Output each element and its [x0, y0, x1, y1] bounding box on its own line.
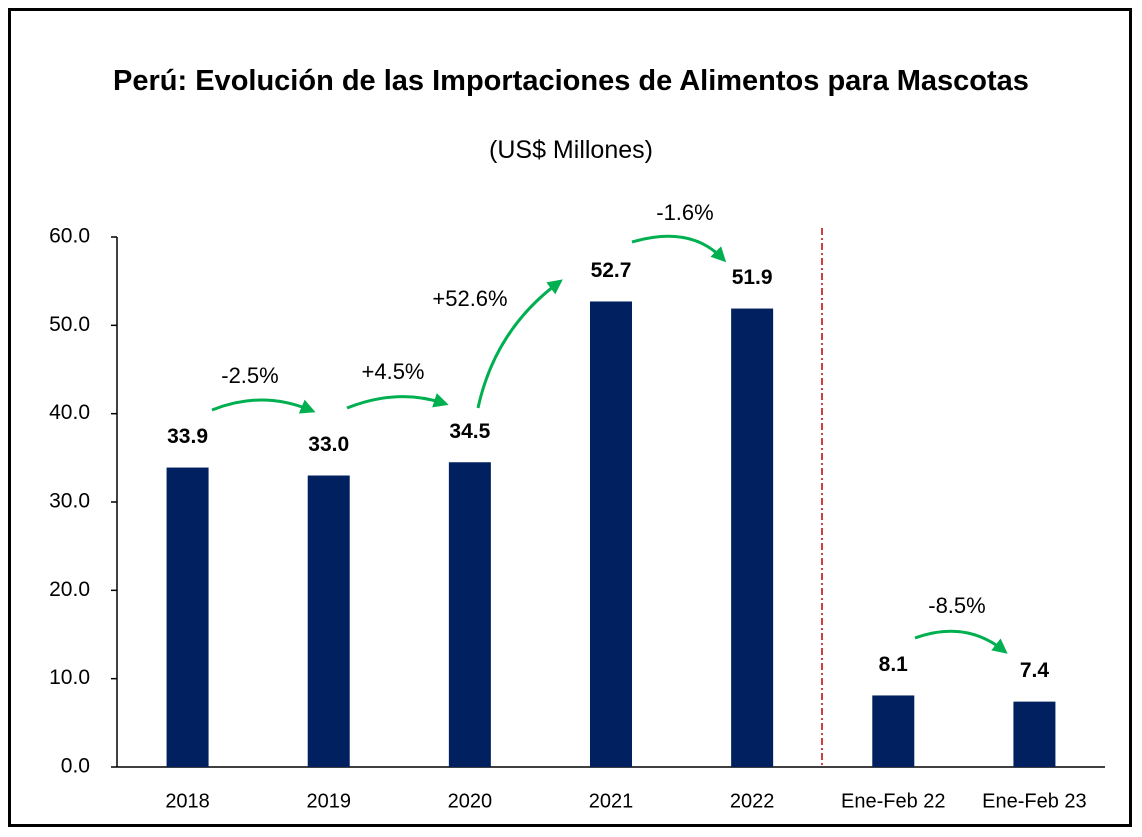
change-arrow	[211, 398, 316, 414]
change-arrow	[631, 234, 727, 263]
chart-subtitle: (US$ Millones)	[489, 136, 653, 164]
annotation: +4.5%	[362, 359, 425, 384]
chart-title: Perú: Evolución de las Importaciones de …	[113, 65, 1029, 97]
data-label: 33.0	[308, 433, 349, 456]
data-label: 51.9	[732, 266, 773, 289]
y-tick-label: 50.0	[49, 313, 90, 336]
x-tick-label: 2019	[306, 790, 351, 812]
data-label: 34.5	[449, 420, 490, 443]
change-arrow	[476, 279, 563, 409]
x-tick-label: 2020	[448, 790, 493, 812]
bar	[1013, 701, 1056, 767]
y-tick-label: 40.0	[49, 401, 90, 424]
annotation: +52.6%	[432, 286, 507, 311]
bar	[166, 467, 209, 767]
x-tick-label: 2022	[730, 790, 775, 812]
change-arrow	[346, 393, 449, 410]
data-label: 8.1	[879, 653, 909, 676]
bar	[872, 695, 915, 767]
data-label: 33.9	[167, 425, 208, 448]
x-tick-label: 2021	[589, 790, 634, 812]
y-tick-label: 20.0	[49, 578, 90, 601]
bar	[731, 308, 774, 767]
y-tick-label: 30.0	[49, 490, 90, 513]
x-tick-label: Ene-Feb 23	[982, 790, 1087, 812]
annotation: -2.5%	[221, 363, 278, 388]
bar	[307, 475, 350, 767]
y-tick-label: 10.0	[49, 666, 90, 689]
bar	[590, 301, 632, 767]
y-tick-label: 60.0	[49, 225, 90, 248]
annotation: -1.6%	[656, 200, 713, 225]
data-label: 7.4	[1020, 659, 1050, 682]
bar	[448, 462, 491, 767]
y-tick-label: 0.0	[61, 755, 90, 778]
x-tick-label: 2018	[165, 790, 210, 812]
annotation: -8.5%	[928, 593, 985, 618]
frame	[8, 8, 1132, 827]
x-tick-label: Ene-Feb 22	[841, 790, 946, 812]
change-arrow	[914, 629, 1008, 654]
data-label: 52.7	[591, 259, 632, 282]
